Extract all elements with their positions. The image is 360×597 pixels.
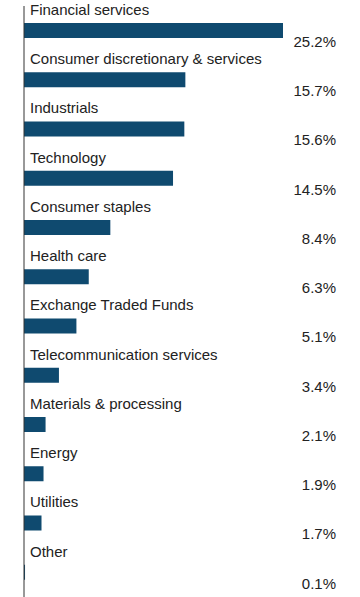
svg-text:Telecommunication services: Telecommunication services (30, 346, 218, 363)
svg-text:Consumer discretionary & servi: Consumer discretionary & services (30, 50, 262, 67)
svg-text:15.6%: 15.6% (293, 131, 336, 148)
svg-text:Exchange Traded Funds: Exchange Traded Funds (30, 296, 193, 313)
svg-text:14.5%: 14.5% (293, 181, 336, 198)
svg-text:Health care: Health care (30, 247, 107, 264)
svg-text:Other: Other (30, 543, 68, 560)
svg-text:2.1%: 2.1% (302, 427, 336, 444)
svg-text:Industrials: Industrials (30, 99, 98, 116)
svg-text:Consumer staples: Consumer staples (30, 198, 151, 215)
svg-text:Materials & processing: Materials & processing (30, 395, 182, 412)
svg-text:25.2%: 25.2% (293, 33, 336, 50)
svg-text:1.9%: 1.9% (302, 476, 336, 493)
svg-text:Energy: Energy (30, 444, 78, 461)
svg-text:3.4%: 3.4% (302, 378, 336, 395)
svg-text:5.1%: 5.1% (302, 328, 336, 345)
svg-text:Utilities: Utilities (30, 493, 78, 510)
svg-text:0.1%: 0.1% (302, 575, 336, 592)
svg-text:1.7%: 1.7% (302, 525, 336, 542)
svg-text:Technology: Technology (30, 149, 106, 166)
svg-text:15.7%: 15.7% (293, 82, 336, 99)
svg-text:Financial services: Financial services (30, 1, 149, 18)
svg-text:6.3%: 6.3% (302, 279, 336, 296)
svg-text:8.4%: 8.4% (302, 230, 336, 247)
